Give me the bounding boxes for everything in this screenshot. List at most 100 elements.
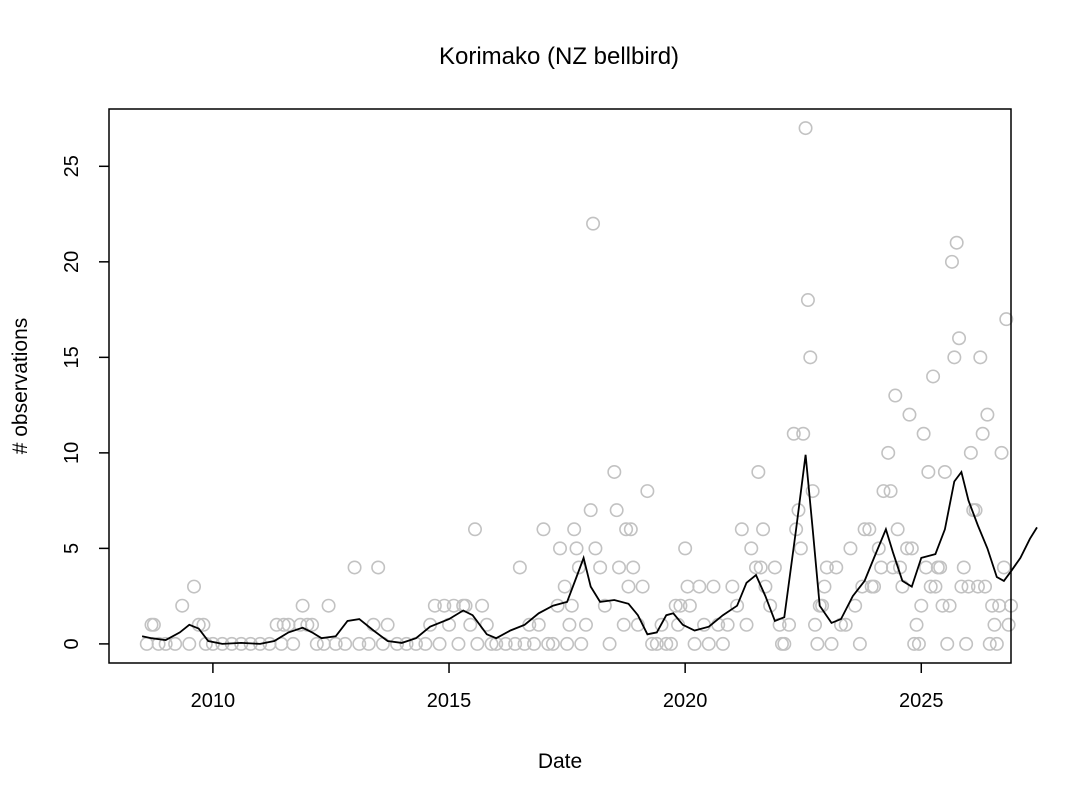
data-point (734, 522, 749, 537)
data-point (512, 560, 527, 575)
data-point (545, 636, 560, 651)
data-point (777, 636, 792, 651)
x-tick-label: 2025 (899, 690, 944, 712)
data-point (796, 426, 811, 441)
data-point (552, 541, 567, 556)
data-point (305, 617, 320, 632)
data-point (933, 560, 948, 575)
data-point (900, 541, 915, 556)
data-point (619, 522, 634, 537)
data-point (597, 598, 612, 613)
data-point (616, 617, 631, 632)
data-point (798, 121, 813, 136)
data-point (758, 579, 773, 594)
data-point (418, 636, 433, 651)
data-point (366, 617, 381, 632)
data-point (883, 484, 898, 499)
data-point (862, 522, 877, 537)
data-point (564, 598, 579, 613)
data-point (952, 331, 967, 346)
data-point (874, 560, 889, 575)
data-point (963, 445, 978, 460)
data-point (390, 636, 405, 651)
data-point (959, 636, 974, 651)
data-point (911, 636, 926, 651)
data-point (961, 579, 976, 594)
data-point (885, 560, 900, 575)
data-point (810, 636, 825, 651)
data-point (498, 636, 513, 651)
data-point (158, 636, 173, 651)
data-point (583, 503, 598, 518)
data-point (848, 598, 863, 613)
data-point (182, 636, 197, 651)
data-point (612, 560, 627, 575)
data-point (857, 522, 872, 537)
data-point (805, 484, 820, 499)
data-point (286, 636, 301, 651)
data-point (146, 617, 161, 632)
y-tick-label: 10 (61, 442, 83, 464)
data-point (942, 598, 957, 613)
data-point (940, 636, 955, 651)
data-point (635, 579, 650, 594)
data-point (916, 426, 931, 441)
data-point (151, 636, 166, 651)
data-point (361, 636, 376, 651)
data-point (517, 636, 532, 651)
data-point (139, 636, 154, 651)
data-point (909, 617, 924, 632)
data-point (682, 598, 697, 613)
data-point (985, 598, 1000, 613)
data-point (475, 598, 490, 613)
data-point (673, 598, 688, 613)
data-point (562, 617, 577, 632)
data-point (902, 407, 917, 422)
data-point (808, 617, 823, 632)
data-point (756, 522, 771, 537)
data-point (654, 617, 669, 632)
data-point (923, 579, 938, 594)
data-point (630, 617, 645, 632)
data-point (800, 293, 815, 308)
data-point (937, 464, 952, 479)
data-point (321, 598, 336, 613)
data-point (276, 617, 291, 632)
data-point (989, 636, 1004, 651)
data-point (352, 636, 367, 651)
data-point (928, 579, 943, 594)
data-point (692, 579, 707, 594)
data-point (852, 636, 867, 651)
data-point (904, 541, 919, 556)
data-point (895, 579, 910, 594)
data-point (954, 579, 969, 594)
data-point (316, 636, 331, 651)
data-point (921, 464, 936, 479)
data-point (817, 579, 832, 594)
data-point (602, 636, 617, 651)
data-point (992, 598, 1007, 613)
data-point (470, 636, 485, 651)
data-point (867, 579, 882, 594)
data-point (328, 636, 343, 651)
data-point (663, 636, 678, 651)
plot-frame (108, 108, 1012, 664)
data-point (678, 541, 693, 556)
x-tick-label: 2010 (191, 690, 236, 712)
data-point (949, 235, 964, 250)
data-point (782, 617, 797, 632)
data-point (786, 426, 801, 441)
data-point (187, 579, 202, 594)
data-point (578, 617, 593, 632)
chart-title: Korimako (NZ bellbird) (439, 43, 679, 70)
data-point (541, 636, 556, 651)
data-point (338, 636, 353, 651)
data-point (994, 445, 1009, 460)
data-point (748, 560, 763, 575)
y-tick-label: 5 (61, 543, 83, 554)
x-axis-label: Date (538, 750, 582, 773)
data-point (531, 617, 546, 632)
data-point (881, 445, 896, 460)
data-point (730, 598, 745, 613)
